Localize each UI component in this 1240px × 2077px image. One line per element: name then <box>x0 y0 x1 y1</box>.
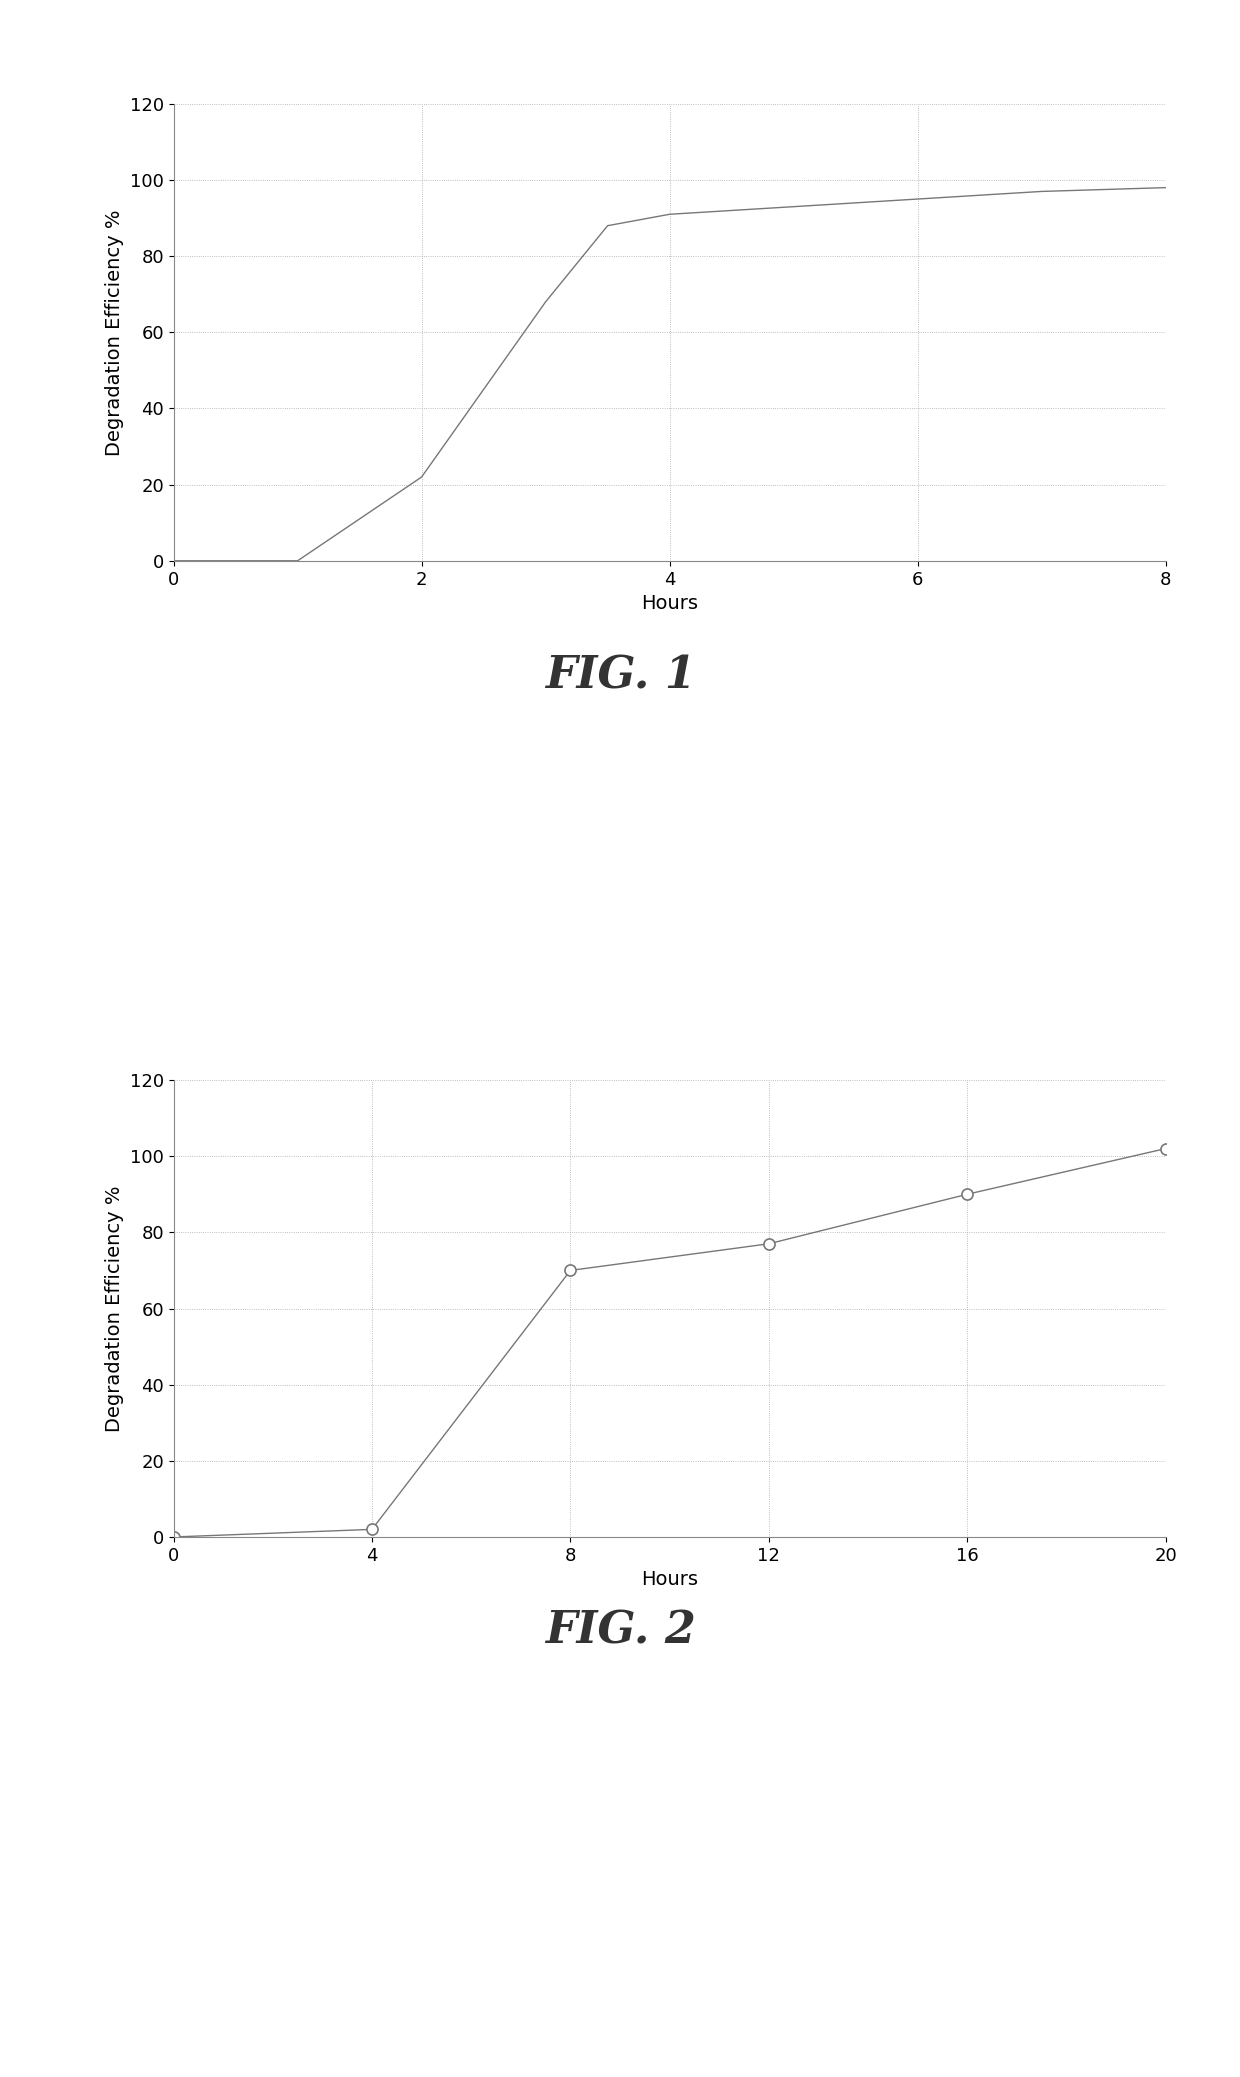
Y-axis label: Degradation Efficiency %: Degradation Efficiency % <box>105 1186 124 1431</box>
X-axis label: Hours: Hours <box>641 1570 698 1589</box>
X-axis label: Hours: Hours <box>641 594 698 613</box>
Text: FIG. 2: FIG. 2 <box>544 1610 696 1653</box>
Text: FIG. 1: FIG. 1 <box>544 654 696 698</box>
Y-axis label: Degradation Efficiency %: Degradation Efficiency % <box>105 210 124 455</box>
